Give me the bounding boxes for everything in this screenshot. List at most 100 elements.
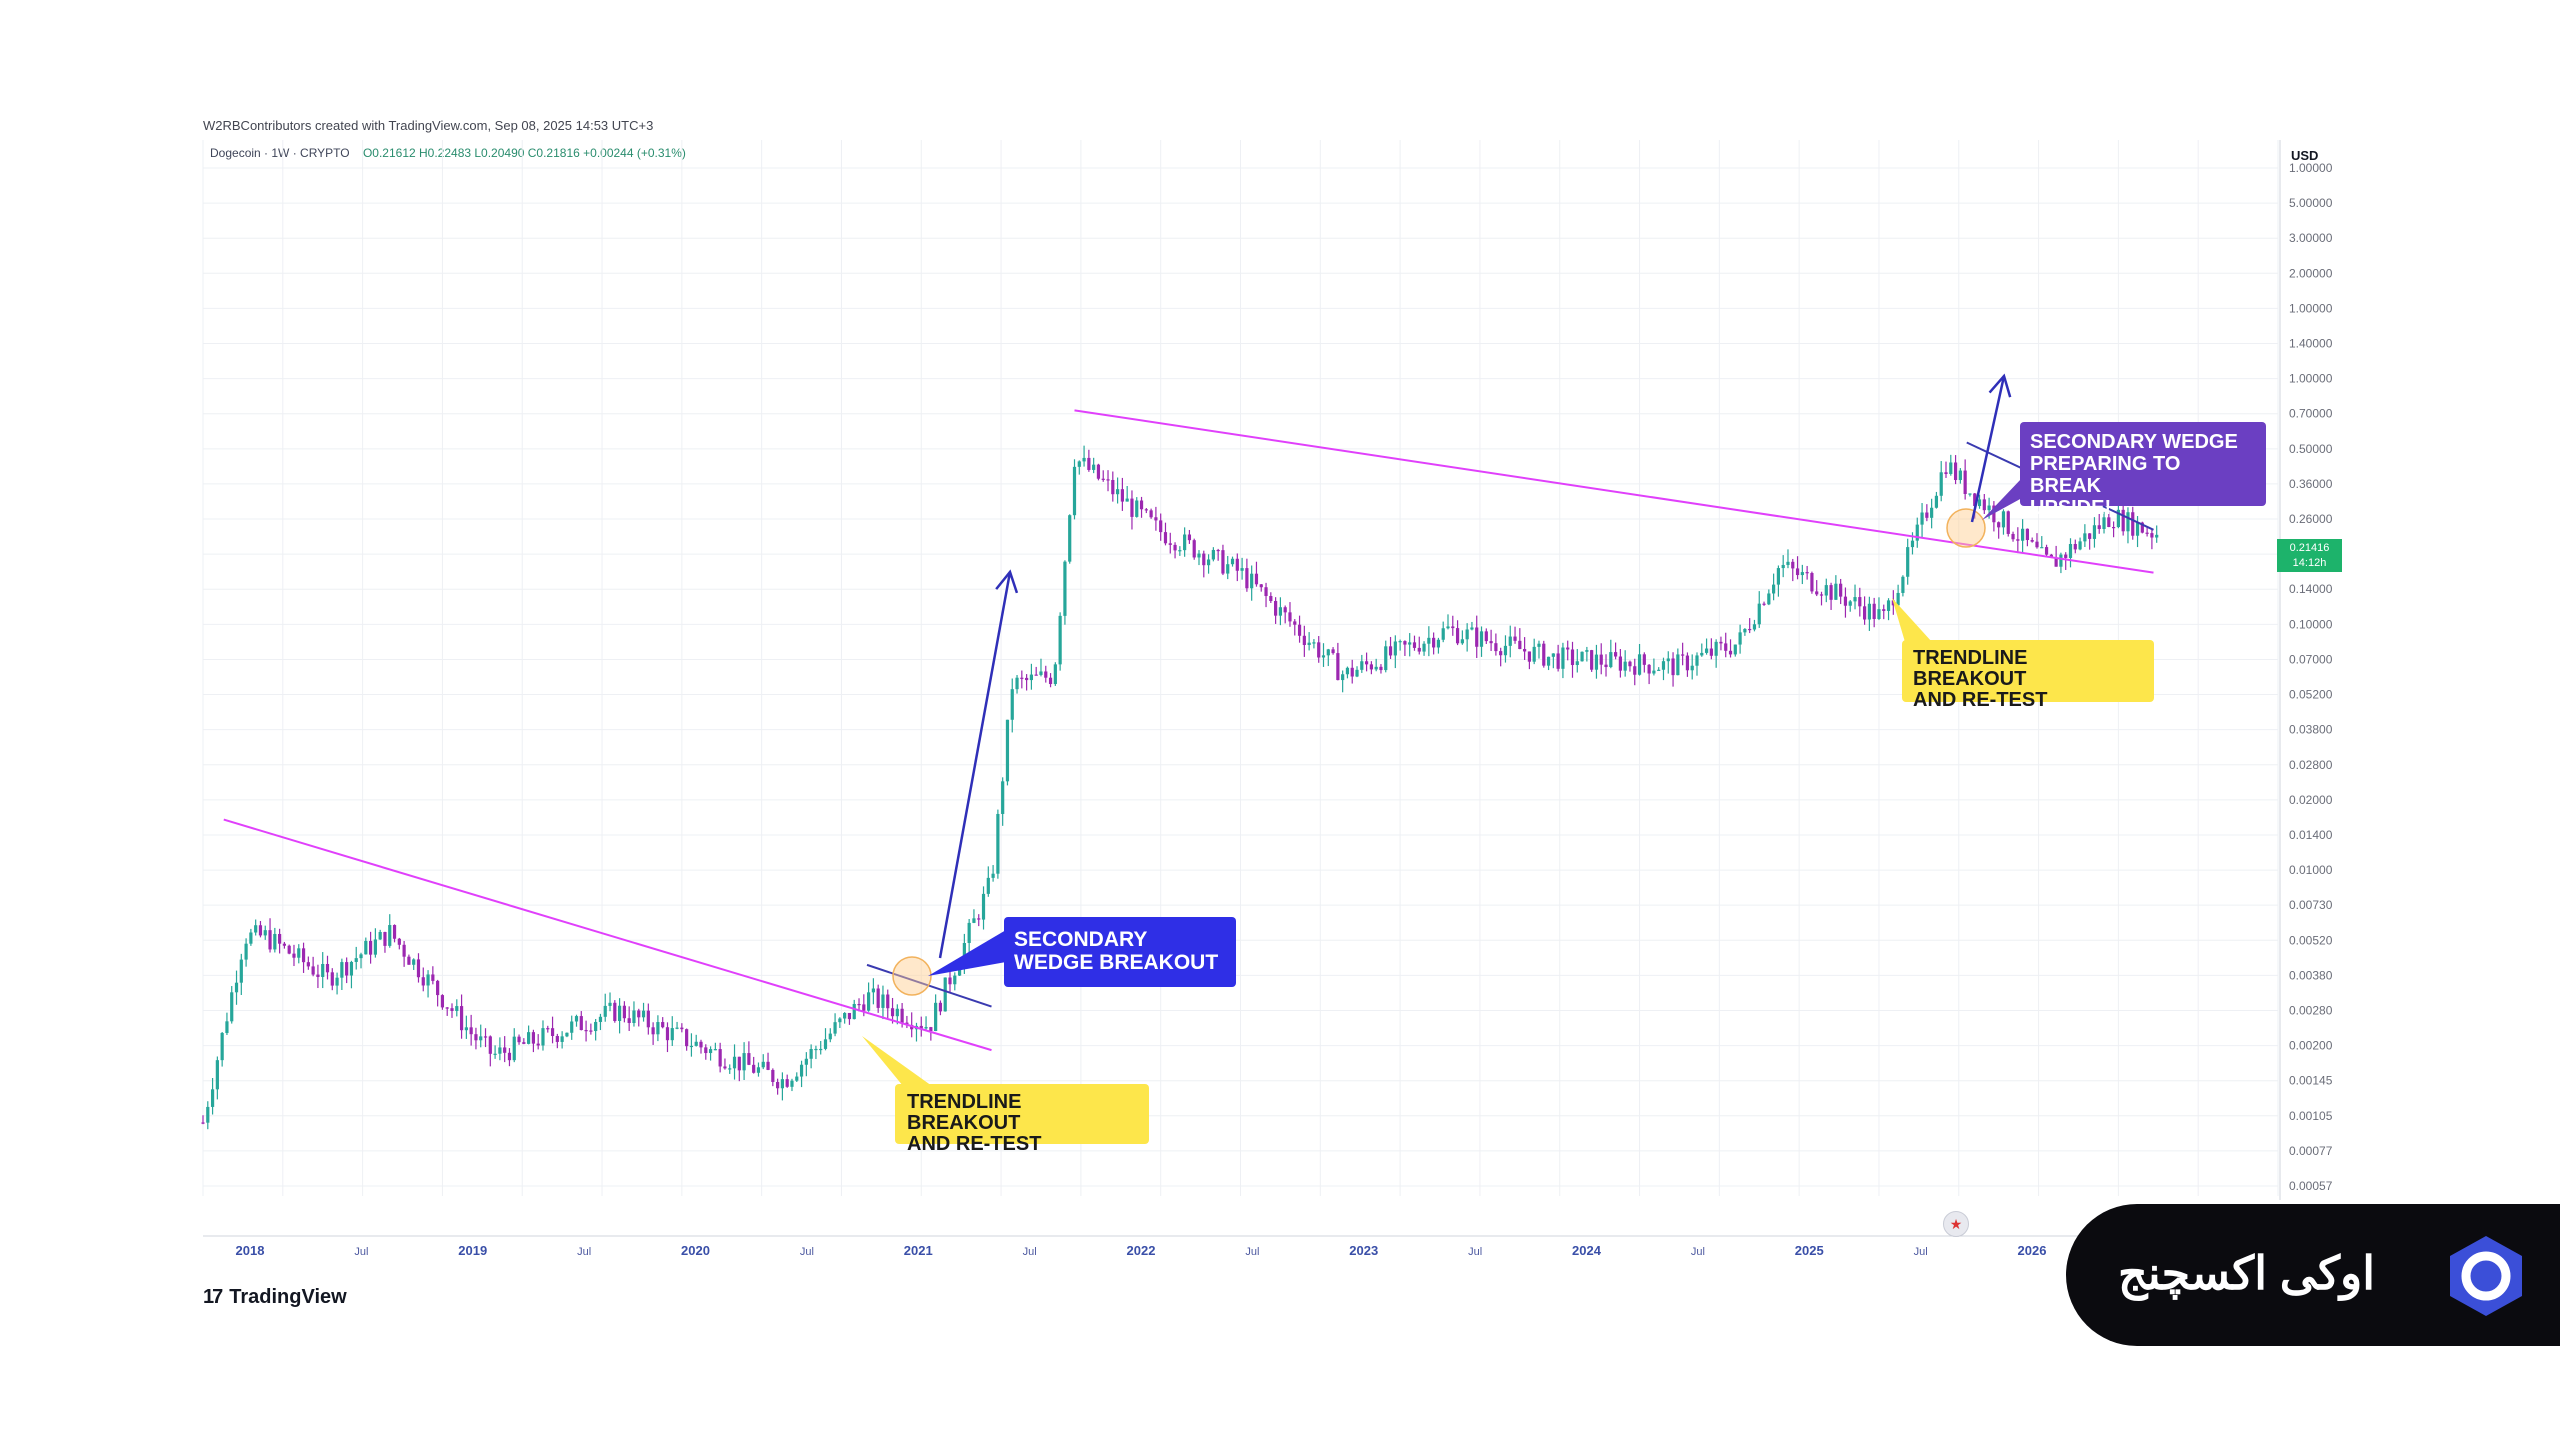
candle-body	[1068, 515, 1072, 562]
candle-body	[699, 1041, 703, 1048]
candle-body	[1173, 544, 1177, 551]
candle-body	[1561, 647, 1565, 669]
time-tick-label: 2020	[681, 1243, 710, 1258]
candle-body	[1206, 559, 1211, 566]
candle-body	[991, 873, 995, 878]
candle-body	[708, 1049, 713, 1054]
annotation-line: AND RE-TEST	[1913, 689, 2048, 711]
candle-body	[1154, 517, 1158, 521]
candle-body	[2097, 525, 2101, 529]
wedge-2020-line[interactable]	[866, 963, 992, 1008]
brand-badge: اوکی اکسچنج	[2066, 1204, 2560, 1346]
candle-body	[656, 1022, 660, 1035]
annotation-secondary-wedge-breakout[interactable]: SECONDARY WEDGE BREAKOUT	[1004, 917, 1236, 987]
candle-body	[579, 1016, 583, 1031]
candle-body	[1020, 677, 1024, 679]
candle-body	[1388, 646, 1393, 656]
candle-body	[1039, 671, 1043, 675]
candle-body	[1278, 607, 1283, 616]
candle-body	[1163, 532, 1168, 544]
candle-body	[234, 982, 239, 993]
candle-body	[627, 1018, 631, 1024]
candle-body	[780, 1079, 785, 1089]
candle-body	[895, 1008, 899, 1017]
candle-body	[474, 1034, 478, 1041]
trendline-2018-line[interactable]	[223, 818, 992, 1052]
price-tick-label: 0.01400	[2289, 828, 2333, 842]
candle-body	[1259, 584, 1263, 588]
candle-body	[1254, 573, 1259, 585]
annotation-trendline-retest-2025[interactable]: TRENDLINE BREAKOUT AND RE-TEST	[1902, 640, 2154, 711]
time-tick-label: 2023	[1349, 1243, 1378, 1258]
candle-body	[1939, 472, 1943, 496]
candle-body	[359, 954, 363, 959]
candle-body	[306, 962, 310, 967]
price-tick-label: 0.02800	[2289, 758, 2333, 772]
candle-body	[292, 953, 296, 958]
candle-body	[1532, 646, 1536, 662]
candle-body	[646, 1010, 650, 1028]
time-tick-label: 2026	[2018, 1243, 2047, 1258]
candle-body	[1523, 649, 1527, 652]
candle-body	[1877, 609, 1881, 619]
candle-body	[1776, 568, 1781, 585]
candle-body	[1810, 573, 1814, 592]
candle-body	[1834, 583, 1838, 600]
price-tick-label: 0.00057	[2289, 1179, 2333, 1193]
candle-body	[843, 1012, 847, 1019]
price-tick-label: 0.05200	[2289, 688, 2333, 702]
candle-body	[1307, 642, 1311, 646]
candle-body	[986, 877, 990, 894]
candle-body	[311, 966, 315, 975]
candle-body	[1920, 512, 1924, 525]
candle-body	[852, 1003, 856, 1020]
price-tick-label: 0.00520	[2289, 933, 2333, 947]
candle-body	[584, 1030, 588, 1032]
candle-body	[1489, 641, 1493, 644]
price-scale-currency[interactable]: USD	[2291, 148, 2319, 163]
candle-body	[1355, 669, 1359, 677]
candle-body	[335, 977, 339, 986]
candle-body	[330, 972, 334, 986]
candle-body	[1805, 572, 1809, 574]
candle-body	[1719, 641, 1723, 644]
candle-body	[321, 963, 325, 977]
candle-body	[1336, 653, 1340, 681]
price-tick-label: 5.00000	[2289, 196, 2333, 210]
candle-body	[1475, 627, 1479, 647]
candle-body	[1015, 677, 1019, 690]
candle-body	[1843, 596, 1848, 606]
annotation-trendline-retest-2020[interactable]: TRENDLINE BREAKOUT AND RE-TEST	[895, 1084, 1149, 1155]
candle-body	[531, 1032, 536, 1044]
candle-body	[1484, 631, 1488, 642]
candle-body	[1350, 667, 1354, 677]
symbol-name[interactable]: Dogecoin · 1W · CRYPTO	[210, 146, 350, 160]
tradingview-logo[interactable]: 17 TradingView	[203, 1286, 347, 1309]
candle-body	[756, 1067, 761, 1073]
candle-body	[972, 918, 976, 923]
candle-body	[747, 1053, 751, 1065]
projection-arrow	[938, 571, 1012, 959]
time-tick-label: Jul	[577, 1246, 591, 1258]
candle-body	[617, 1005, 622, 1021]
candle-body	[675, 1027, 679, 1029]
candle-body	[464, 1027, 468, 1031]
candle-body	[1671, 658, 1675, 676]
symbol-legend: Dogecoin · 1W · CRYPTO O0.21612 H0.22483…	[210, 146, 686, 160]
candle-body	[804, 1058, 808, 1065]
brand-name: اوکی اکسچنج	[2118, 1247, 2375, 1299]
candle-body	[1513, 636, 1517, 641]
annotation-line: SECONDARY WEDGE	[2030, 431, 2238, 453]
candle-body	[383, 932, 387, 946]
candle-body	[340, 962, 344, 978]
candle-body	[2083, 533, 2087, 542]
candle-body	[1594, 654, 1599, 670]
candle-body	[1125, 498, 1129, 502]
candle-body	[761, 1061, 765, 1068]
us-flag-icon[interactable]: ★	[1943, 1211, 1969, 1237]
candle-body	[440, 995, 445, 1008]
annotation-wedge-break-upside[interactable]: SECONDARY WEDGE PREPARING TO BREAK UPSID…	[2020, 422, 2266, 519]
price-tick-label: 0.70000	[2289, 407, 2333, 421]
candle-body	[1628, 661, 1632, 667]
